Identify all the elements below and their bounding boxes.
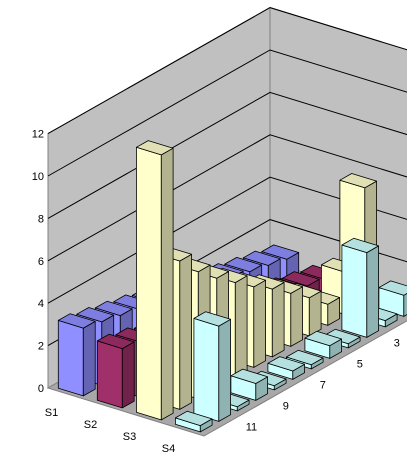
bar-top-face bbox=[242, 250, 281, 266]
bar-side-face bbox=[234, 275, 248, 379]
gridline bbox=[47, 91, 407, 219]
bar-top-face bbox=[378, 280, 407, 296]
series-axis-label: S1 bbox=[45, 407, 58, 419]
bar-top-face bbox=[135, 140, 174, 156]
bar-top-face bbox=[267, 356, 306, 372]
bar-front-face bbox=[193, 317, 220, 422]
bar-top-face bbox=[341, 237, 380, 254]
series-axis-label: S4 bbox=[162, 443, 175, 455]
bar-top-face bbox=[230, 368, 269, 384]
bar-top-face bbox=[339, 173, 378, 189]
bar-side-face bbox=[308, 290, 322, 337]
bar-top-face bbox=[285, 349, 324, 366]
depth-tick-label: 5 bbox=[357, 358, 363, 370]
depth-tick-label: 9 bbox=[283, 400, 289, 412]
bar-top-face bbox=[193, 311, 232, 327]
bar-top-face bbox=[174, 410, 213, 427]
bar-side-face bbox=[253, 279, 267, 368]
gridline bbox=[47, 49, 407, 177]
bar-front-face bbox=[135, 146, 162, 421]
bar-side-face bbox=[366, 245, 380, 338]
depth-tick-label: 3 bbox=[394, 337, 400, 349]
gridline bbox=[47, 134, 407, 262]
y-tick-label: 4 bbox=[38, 298, 44, 310]
depth-tick-label: 7 bbox=[320, 379, 326, 391]
gridline bbox=[47, 7, 407, 135]
y-tick-label: 6 bbox=[38, 256, 44, 268]
bar-side-face bbox=[160, 147, 174, 421]
bar-front-face bbox=[341, 244, 368, 338]
bar-side-face bbox=[403, 292, 407, 317]
depth-tick-label: 11 bbox=[246, 421, 257, 433]
bar-side-face bbox=[218, 318, 232, 422]
bar-front-face bbox=[57, 319, 84, 397]
bar-top-face bbox=[281, 271, 320, 287]
bar-front-face bbox=[96, 340, 123, 409]
bar-top-face bbox=[94, 300, 133, 317]
series-axis-label: S3 bbox=[123, 431, 136, 443]
series-axis-label: S2 bbox=[84, 419, 97, 431]
bar-side-face bbox=[290, 286, 304, 347]
y-tick-label: 10 bbox=[32, 171, 44, 183]
bar-top-face bbox=[76, 307, 115, 323]
bar-side-face bbox=[82, 320, 96, 397]
y-tick-label: 2 bbox=[38, 341, 44, 353]
bar-top-face bbox=[57, 313, 96, 329]
bar-top-face bbox=[304, 330, 343, 347]
bar-side-face bbox=[179, 253, 193, 410]
y-tick-label: 8 bbox=[38, 213, 44, 225]
y-tick-label: 12 bbox=[32, 129, 44, 141]
y-tick-label: 0 bbox=[38, 383, 44, 395]
bar-top-face bbox=[261, 244, 300, 260]
bar-side-face bbox=[121, 341, 135, 409]
bar-top-face bbox=[224, 256, 263, 273]
bar-top-face bbox=[96, 333, 135, 350]
bar-side-face bbox=[271, 281, 285, 358]
